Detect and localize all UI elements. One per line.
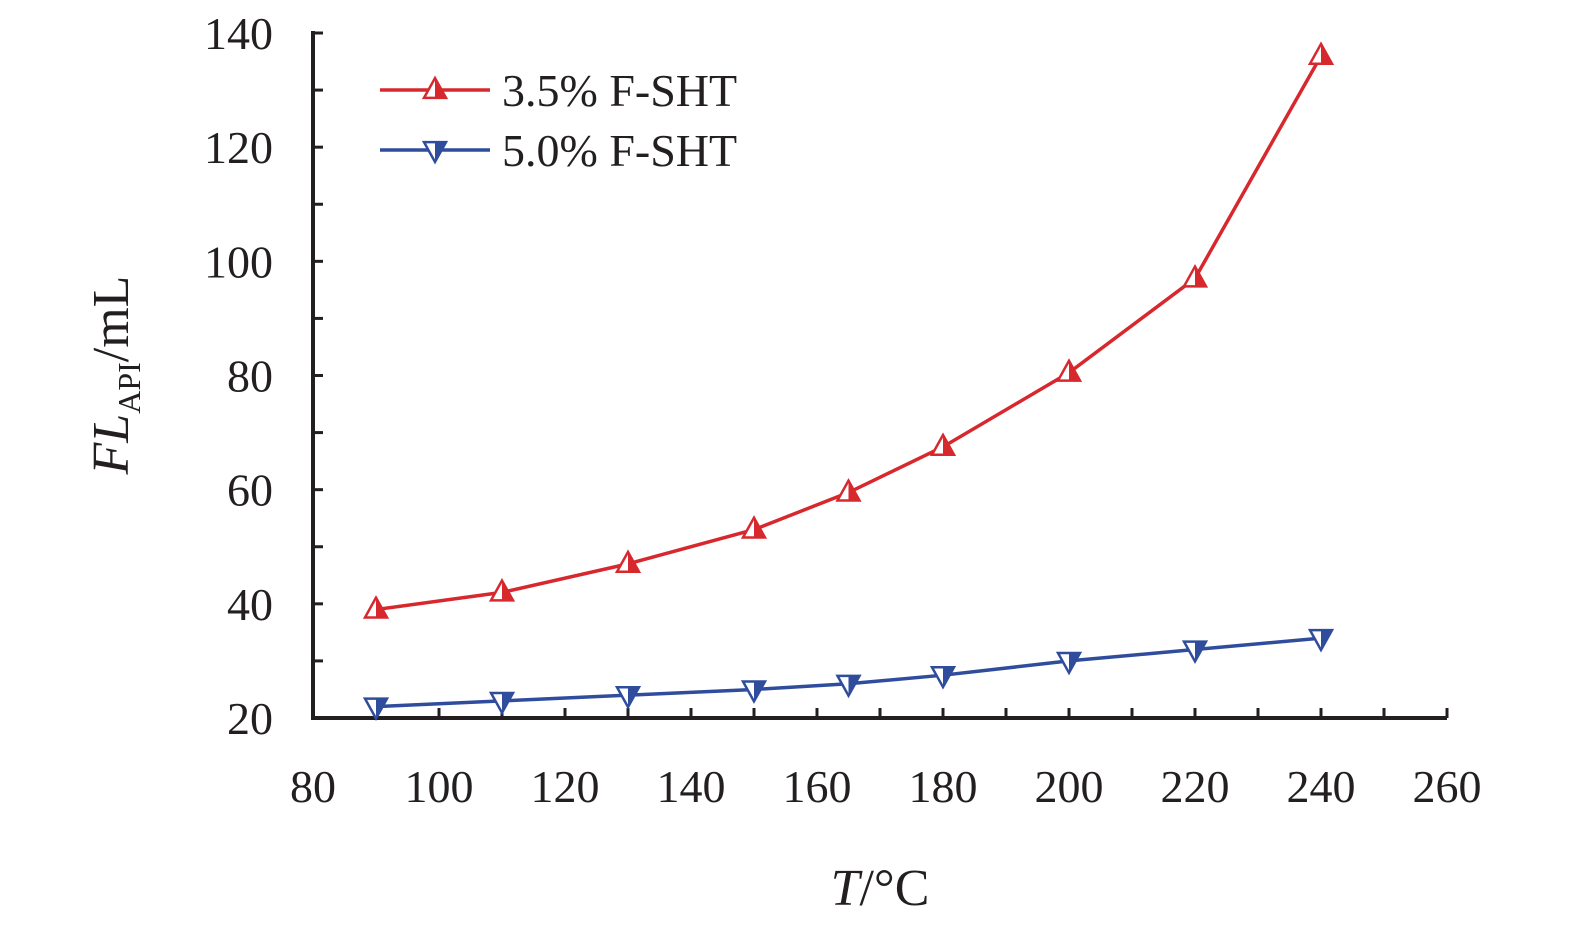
x-tick-label: 140 <box>657 761 726 812</box>
data-point <box>929 666 957 690</box>
y-axis-title-rest: /mL <box>83 276 140 363</box>
data-point <box>740 515 768 539</box>
x-tick-label: 240 <box>1287 761 1356 812</box>
data-point <box>1055 358 1083 382</box>
x-tick-label: 180 <box>909 761 978 812</box>
legend-label: 5.0% F-SHT <box>502 125 737 176</box>
data-point <box>1055 651 1083 676</box>
data-point <box>835 674 862 699</box>
x-axis-title-rest: /°C <box>859 860 929 917</box>
x-tick-label: 80 <box>290 761 336 812</box>
y-tick-label: 60 <box>227 465 273 516</box>
data-point <box>1181 640 1209 664</box>
data-point <box>1307 41 1335 66</box>
y-tick-label: 80 <box>227 351 273 402</box>
y-tick-label: 40 <box>227 579 273 630</box>
x-axis-title: T/°C <box>831 860 930 917</box>
data-point <box>740 680 768 704</box>
data-point <box>488 691 516 716</box>
data-point <box>1307 628 1335 653</box>
series-1 <box>362 41 1335 619</box>
axis-titles: FLAPI/mL T/°C <box>83 276 929 917</box>
y-tick-label: 140 <box>204 8 273 59</box>
y-tick-label: 20 <box>227 693 273 744</box>
legend-item: 3.5% F-SHT <box>380 65 737 116</box>
data-point <box>1181 264 1209 288</box>
data-point <box>362 595 390 619</box>
legend-marker <box>421 75 449 100</box>
x-tick-label: 100 <box>405 761 474 812</box>
y-axis-title-italic: FL <box>83 414 140 476</box>
series-layer <box>362 41 1335 722</box>
axes: 20 40 60 80 100 120 140 80 100 120 140 160 180 200 220… <box>204 8 1482 812</box>
legend-item: 5.0% F-SHT <box>380 125 737 176</box>
data-point <box>614 685 642 710</box>
x-tick-label: 220 <box>1161 761 1230 812</box>
legend-marker <box>421 140 449 165</box>
y-axis-title-sub: API <box>111 362 147 414</box>
y-tick-label: 100 <box>204 236 273 287</box>
legend: 3.5% F-SHT 5.0% F-SHT <box>380 65 737 176</box>
y-tick-label: 120 <box>204 122 273 173</box>
x-axis-title-italic: T <box>831 860 863 917</box>
data-point <box>362 697 390 722</box>
series-2 <box>362 628 1335 722</box>
data-point <box>488 577 516 602</box>
legend-label: 3.5% F-SHT <box>502 65 737 116</box>
x-tick-label: 260 <box>1413 761 1482 812</box>
y-axis-title: FLAPI/mL <box>83 276 147 476</box>
data-point <box>614 549 642 574</box>
x-tick-label: 160 <box>783 761 852 812</box>
x-tick-label: 200 <box>1035 761 1104 812</box>
x-tick-label: 120 <box>531 761 600 812</box>
data-point <box>835 478 862 502</box>
data-point <box>929 432 957 457</box>
